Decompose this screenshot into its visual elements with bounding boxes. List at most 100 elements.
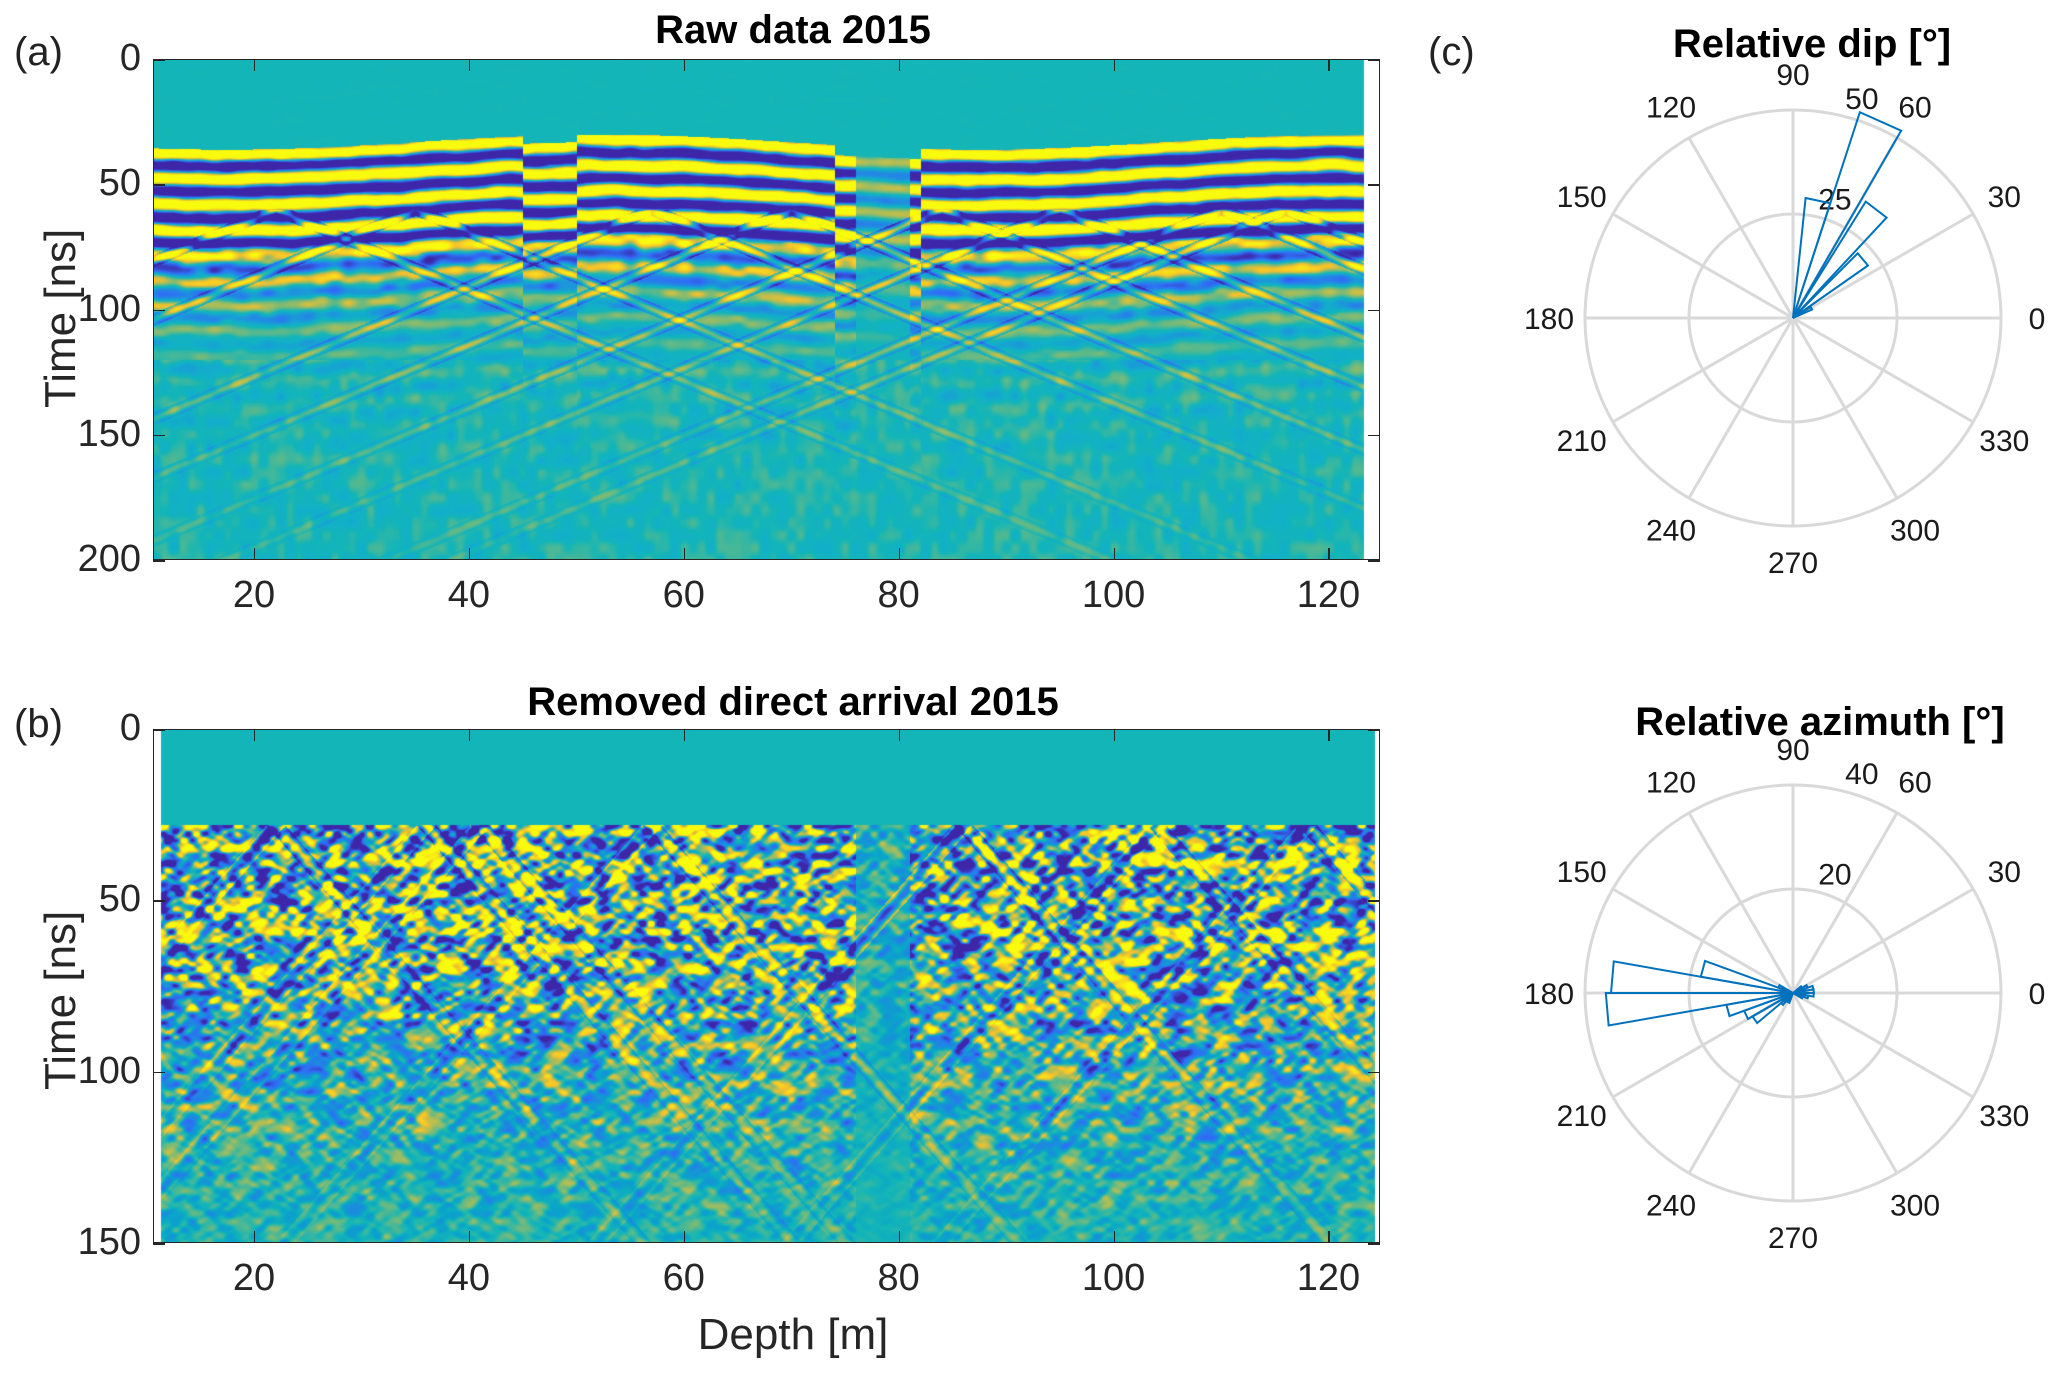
dip-theta-label: 240 — [1646, 514, 1696, 547]
raw-xtick-mark-top — [1113, 59, 1116, 71]
removed-ytick-mark-left — [153, 729, 165, 731]
azimuth-theta-label: 330 — [1979, 1100, 2029, 1133]
removed-xtick-mark-bottom — [898, 1231, 901, 1243]
removed-title: Removed direct arrival 2015 — [527, 680, 1059, 724]
raw-ytick-label: 200 — [77, 538, 141, 580]
azimuth-petal — [1786, 992, 1794, 1005]
removed-xtick-mark-top — [253, 729, 256, 741]
removed-xtick-mark-top — [1113, 729, 1116, 741]
removed-xtick-label: 80 — [877, 1257, 920, 1299]
removed-xtick-mark-bottom — [1113, 1231, 1116, 1243]
raw-xtick-mark-top — [468, 59, 471, 71]
raw-ytick-mark-left — [153, 184, 165, 186]
raw-xtick-mark-top — [683, 59, 686, 71]
dip-theta-label: 90 — [1776, 59, 1809, 92]
azimuth-theta-label: 90 — [1776, 734, 1809, 767]
raw-ytick-mark-right — [1368, 59, 1380, 61]
dip-petal — [1792, 196, 1832, 319]
raw-xtick-label: 20 — [232, 574, 276, 616]
azimuth-grid-spoke — [1791, 812, 1899, 994]
dip-theta-label: 30 — [1988, 181, 2021, 214]
raw-ytick-label: 50 — [98, 162, 141, 205]
raw-ytick-mark-left — [153, 309, 165, 311]
raw-xtick-mark-bottom — [1113, 548, 1116, 560]
removed-xtick-mark-bottom — [468, 1231, 471, 1243]
raw-xtick-label: 60 — [662, 574, 705, 616]
removed-xtick-mark-top — [683, 729, 686, 741]
removed-ytick-mark-right — [1368, 1243, 1380, 1245]
raw-xtick-mark-bottom — [1328, 548, 1330, 560]
raw-xtick-mark-top — [253, 59, 256, 71]
dip-theta-label: 330 — [1979, 425, 2029, 458]
azimuth-theta-label: 210 — [1557, 1100, 1607, 1133]
azimuth-theta-label: 180 — [1524, 978, 1574, 1011]
raw-xtick-mark-bottom — [253, 548, 256, 560]
raw-xtick-mark-bottom — [683, 548, 686, 560]
removed-xtick-label: 100 — [1081, 1257, 1146, 1299]
dip-title: Relative dip [°] — [1672, 22, 1952, 66]
dip-petal — [1792, 200, 1889, 319]
azimuth-petal — [1792, 992, 1815, 998]
azimuth-theta-label: 240 — [1646, 1189, 1696, 1222]
raw-xtick-mark-top — [1328, 59, 1330, 71]
azimuth-r-label: 20 — [1818, 859, 1851, 892]
removed-ytick-label: 0 — [119, 707, 141, 749]
removed-ytick-mark-right — [1368, 729, 1380, 731]
raw-ytick-label: 100 — [77, 287, 141, 330]
azimuth-grid-spoke — [1687, 992, 1795, 1174]
removed-xtick-label: 120 — [1296, 1257, 1361, 1299]
dip-grid-spoke — [1612, 316, 1794, 424]
dip-theta-label: 0 — [2029, 303, 2046, 336]
azimuth-petal — [1779, 992, 1794, 1007]
raw-xtick-label: 80 — [877, 574, 920, 616]
dip-theta-label: 210 — [1557, 425, 1607, 458]
removed-xtick-label: 60 — [662, 1257, 705, 1299]
raw-radargram — [153, 59, 1380, 560]
azimuth-petal — [1604, 992, 1794, 1027]
azimuth-theta-label: 270 — [1768, 1222, 1818, 1255]
removed-ytick-label: 50 — [98, 878, 141, 921]
azimuth-title: Relative azimuth [°] — [1635, 700, 2005, 744]
removed-xtick-mark-bottom — [683, 1231, 686, 1243]
azimuth-theta-label: 120 — [1646, 767, 1696, 800]
raw-xtick-mark-bottom — [898, 548, 901, 560]
raw-xtick-mark-top — [898, 59, 901, 71]
raw-ytick-mark-right — [1368, 184, 1380, 186]
panel-label-a: (a) — [14, 30, 63, 74]
raw-ytick-mark-left — [153, 59, 165, 61]
removed-ytick-label: 100 — [77, 1049, 141, 1092]
dip-theta-label: 180 — [1524, 303, 1574, 336]
panel-label-c: (c) — [1428, 30, 1475, 74]
dip-theta-label: 150 — [1557, 181, 1607, 214]
azimuth-petal — [1751, 992, 1794, 1025]
azimuth-grid-spoke — [1687, 812, 1795, 994]
removed-xtick-mark-top — [468, 729, 471, 741]
azimuth-r-label: 40 — [1845, 758, 1878, 791]
raw-ytick-mark-right — [1368, 434, 1380, 437]
removed-xtick-mark-bottom — [253, 1231, 256, 1243]
azimuth-theta-label: 300 — [1890, 1189, 1940, 1222]
dip-r-label: 50 — [1845, 83, 1878, 116]
removed-xlabel: Depth [m] — [697, 1310, 889, 1359]
azimuth-grid-spoke — [1612, 887, 1794, 995]
removed-xtick-label: 40 — [447, 1257, 491, 1299]
dip-theta-label: 300 — [1890, 514, 1940, 547]
raw-xtick-label: 100 — [1081, 574, 1146, 616]
raw-ytick-mark-left — [153, 560, 165, 562]
azimuth-grid-spoke — [1792, 887, 1974, 995]
azimuth-theta-label: 0 — [2029, 978, 2046, 1011]
dip-theta-label: 270 — [1768, 547, 1818, 580]
dip-grid-spoke — [1687, 137, 1795, 319]
removed-ytick-mark-left — [153, 1071, 165, 1074]
raw-ytick-mark-right — [1368, 560, 1380, 562]
dip-petal — [1792, 251, 1870, 319]
raw-ytick-label: 150 — [77, 412, 141, 455]
dip-grid-spoke — [1687, 317, 1795, 499]
raw-xtick-label: 120 — [1296, 574, 1361, 616]
removed-ytick-mark-right — [1368, 900, 1380, 902]
dip-theta-label: 60 — [1898, 92, 1931, 125]
dip-grid-spoke — [1791, 317, 1899, 499]
removed-xtick-label: 20 — [232, 1257, 276, 1299]
azimuth-grid-spoke — [1792, 991, 1974, 1099]
